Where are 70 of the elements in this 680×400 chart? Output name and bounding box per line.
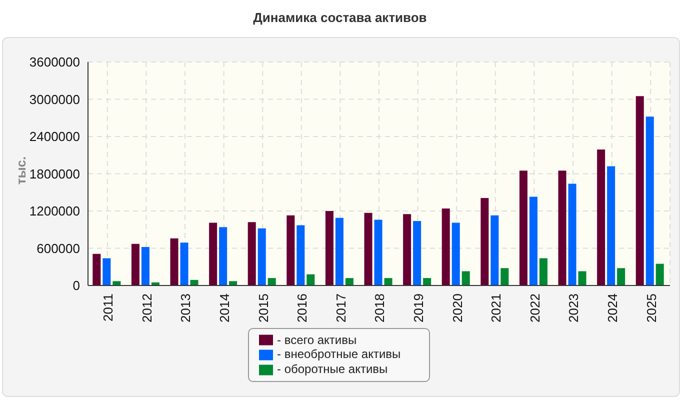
bar [617, 268, 626, 286]
bar [500, 268, 509, 286]
bar [413, 220, 422, 286]
y-tick-label: 600000 [36, 240, 80, 256]
bar [268, 278, 276, 286]
bar [423, 278, 432, 286]
bar [345, 278, 354, 286]
x-tick-label: 2017 [333, 294, 348, 322]
x-tick-label: 2022 [527, 294, 542, 322]
bar [480, 198, 489, 286]
bar [384, 278, 392, 286]
y-axis-title: тыс. [14, 156, 28, 186]
bar [112, 281, 121, 286]
bar [170, 238, 178, 286]
bar [306, 274, 315, 286]
legend-label: - всего активы [277, 332, 357, 347]
x-tick-label: 2015 [256, 294, 271, 322]
legend-label: - оборотные активы [277, 362, 388, 376]
bar [374, 220, 382, 286]
bar [529, 196, 538, 286]
bar [636, 96, 644, 286]
y-tick-label: 3600000 [29, 54, 80, 70]
legend-label: - внеобротные активы [277, 347, 401, 362]
bar [442, 208, 450, 286]
bar [558, 170, 566, 286]
bar [335, 218, 344, 286]
bar [364, 212, 372, 286]
bar [286, 215, 295, 286]
bar [258, 228, 266, 286]
x-tick-label: 2024 [605, 294, 620, 322]
bar [490, 215, 499, 286]
bar [248, 222, 256, 286]
x-tick-label: 2023 [566, 294, 582, 322]
bar [131, 244, 140, 286]
bar [102, 258, 111, 286]
y-tick-label: 2400000 [29, 129, 80, 144]
x-tick-label: 2012 [139, 294, 154, 322]
x-tick-label: 2021 [488, 294, 504, 322]
bar [92, 254, 101, 286]
x-tick-label: 2013 [178, 294, 194, 322]
x-tick-label: 2020 [450, 294, 465, 322]
y-tick-label: 1200000 [29, 204, 80, 219]
bar [452, 222, 460, 286]
x-tick-label: 2025 [644, 294, 659, 322]
bar [578, 271, 586, 286]
y-tick-label: 0 [72, 278, 80, 294]
bar [325, 211, 334, 286]
bar [403, 214, 412, 286]
bar [568, 184, 576, 286]
bar [607, 166, 616, 286]
bar [462, 271, 470, 286]
bar [141, 247, 150, 286]
bar [180, 242, 188, 286]
x-tick-label: 2016 [294, 294, 310, 322]
x-tick-label: 2011 [100, 294, 116, 322]
bar [646, 116, 654, 286]
bar [597, 150, 606, 286]
bar [519, 170, 528, 286]
chart-title: Динамика состава активов [252, 10, 428, 25]
y-tick-label: 3000000 [29, 92, 80, 107]
x-tick-label: 2019 [411, 294, 426, 322]
bar [229, 281, 238, 286]
bar [219, 227, 228, 286]
x-tick-label: 2018 [372, 294, 388, 322]
bar [209, 222, 218, 286]
x-tick-label: 2014 [217, 294, 232, 322]
bar [296, 225, 305, 286]
y-tick-label: 1800000 [29, 166, 80, 182]
bar [656, 264, 664, 286]
bar [539, 258, 548, 286]
